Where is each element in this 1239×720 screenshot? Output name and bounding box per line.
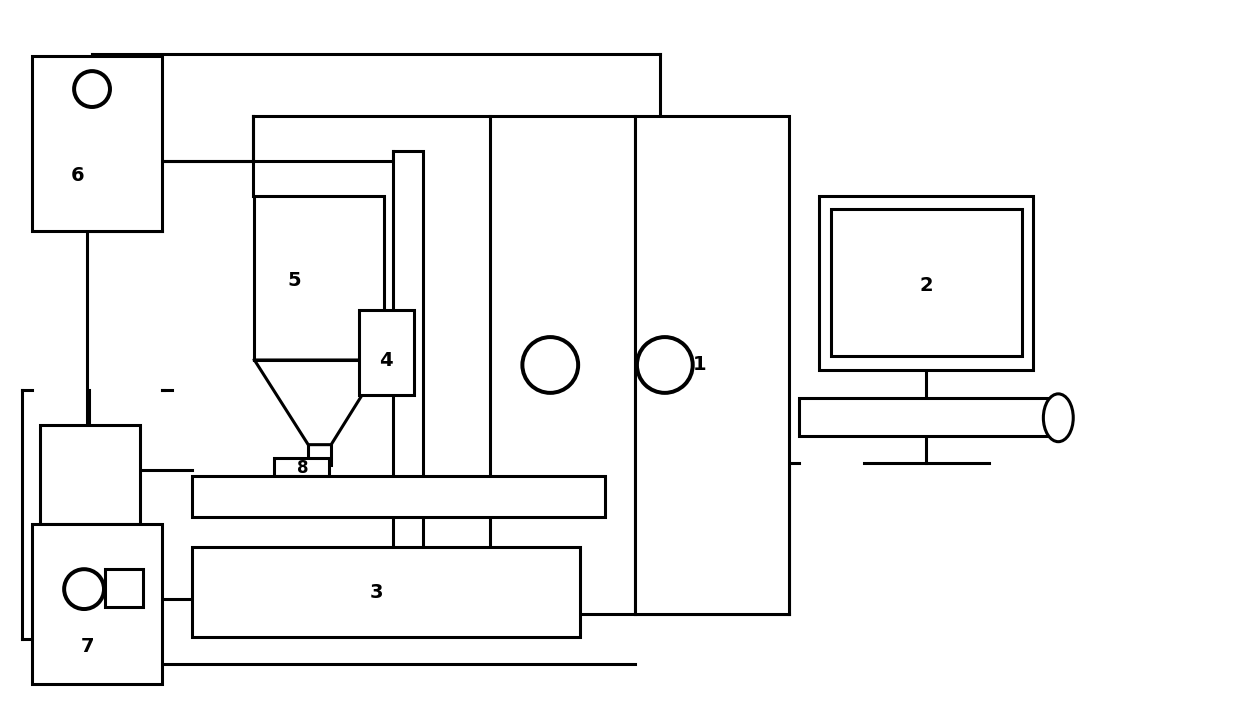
Circle shape <box>64 570 104 609</box>
Circle shape <box>74 71 110 107</box>
Bar <box>105 570 142 607</box>
Text: 4: 4 <box>379 351 393 369</box>
Text: 3: 3 <box>369 582 383 602</box>
Bar <box>40 425 140 524</box>
Text: 7: 7 <box>81 637 94 657</box>
Bar <box>359 310 414 395</box>
Bar <box>254 196 384 360</box>
Circle shape <box>637 337 693 393</box>
Text: 5: 5 <box>287 271 301 290</box>
Bar <box>831 209 1022 356</box>
Bar <box>393 150 422 629</box>
Text: 8: 8 <box>297 459 309 477</box>
Bar <box>274 458 330 475</box>
Bar <box>32 56 162 230</box>
Bar <box>819 196 1033 370</box>
Text: 2: 2 <box>919 276 933 294</box>
Bar <box>192 475 605 518</box>
Circle shape <box>523 337 579 393</box>
Text: 1: 1 <box>693 356 706 374</box>
Bar <box>32 524 162 684</box>
Bar <box>634 116 789 614</box>
Text: 6: 6 <box>71 166 84 185</box>
Bar <box>192 547 580 637</box>
Bar <box>491 116 634 614</box>
Bar <box>799 398 1053 436</box>
Ellipse shape <box>1043 394 1073 441</box>
